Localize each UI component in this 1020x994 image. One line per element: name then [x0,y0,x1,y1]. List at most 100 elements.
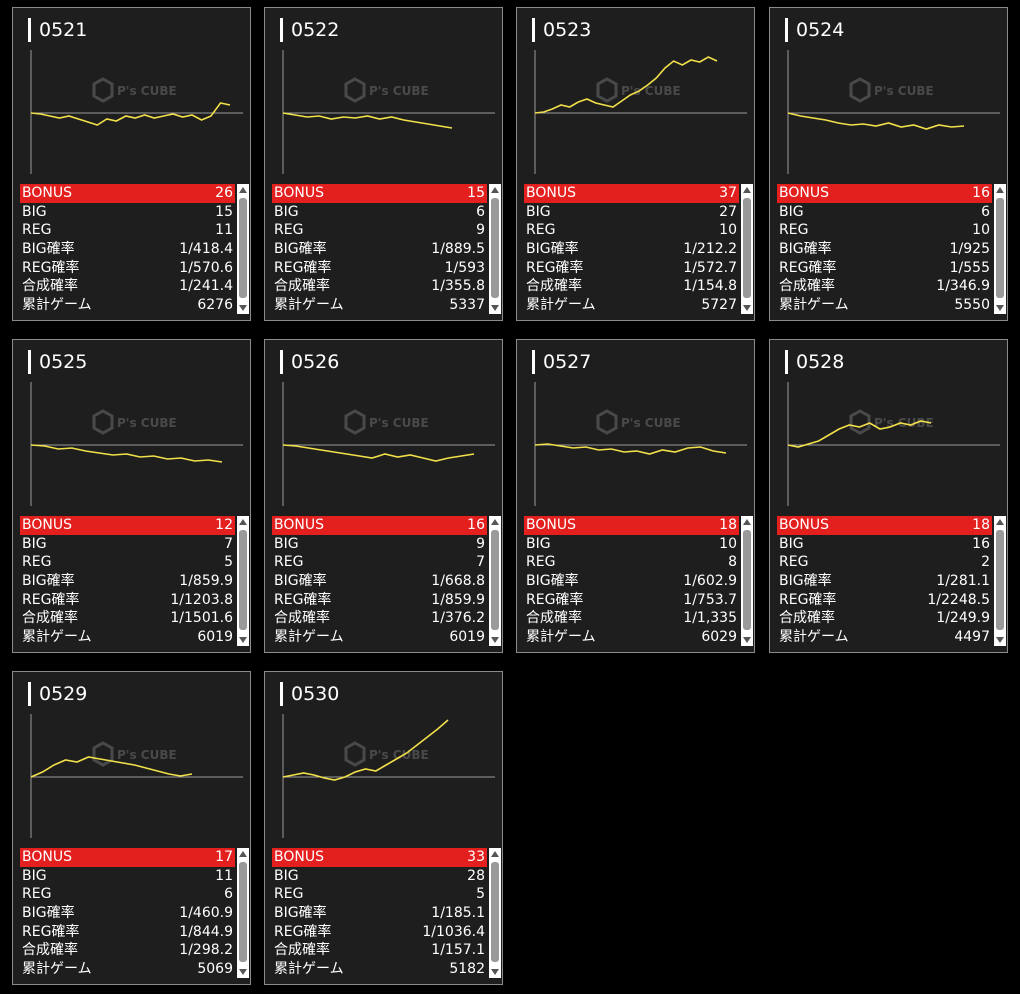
scroll-up-arrow-icon[interactable] [743,187,751,193]
stat-label: BIG確率 [274,573,327,590]
stats-table: BONUS 12 BIG 7 REG 5 BIG確率 1/859.9 REG確率 1/1203.8… [20,516,235,647]
stat-label: 累計ゲーム [526,629,596,646]
scroll-up-arrow-icon[interactable] [239,519,247,525]
stat-label: 合成確率 [22,610,78,627]
stat-row-games: 累計ゲーム 6276 [20,296,235,315]
scroll-thumb[interactable] [996,198,1004,298]
stat-value: 17 [215,849,233,865]
stat-label: 累計ゲーム [779,297,849,314]
stats-table: BONUS 17 BIG 11 REG 6 BIG確率 1/460.9 REG確率 1/844.9… [20,848,235,979]
scroll-thumb[interactable] [239,862,247,962]
watermark-brand: P's CUBE [369,748,429,762]
stat-value: 1/602.9 [683,573,737,590]
stat-label: 合成確率 [274,942,330,959]
data-card: 0522 P's CUBE BONUS 15 BIG 6 REG 9 BIG確率 1/889.5 R… [264,7,503,321]
scroll-up-arrow-icon[interactable] [239,187,247,193]
stat-row-total-rate: 合成確率 1/355.8 [272,277,487,296]
scroll-thumb[interactable] [491,198,499,298]
scroll-down-arrow-icon[interactable] [996,305,1004,311]
watermark-brand: P's CUBE [369,416,429,430]
stat-row-games: 累計ゲーム 5727 [524,296,739,315]
stat-label: REG [274,886,304,903]
stat-row-total-rate: 合成確率 1/1,335 [524,609,739,628]
card-title: 0522 [280,17,339,43]
title-marker [280,18,283,42]
stat-value: 26 [215,185,233,201]
scroll-down-arrow-icon[interactable] [239,637,247,643]
scroll-thumb[interactable] [491,862,499,962]
scroll-down-arrow-icon[interactable] [743,637,751,643]
stat-row-big-rate: BIG確率 1/889.5 [272,240,487,259]
watermark-brand: P's CUBE [621,416,681,430]
scrollbar[interactable] [994,516,1006,646]
scroll-down-arrow-icon[interactable] [491,969,499,975]
stat-label: REG確率 [779,591,837,608]
stat-row-total-rate: 合成確率 1/298.2 [20,941,235,960]
stat-label: 合成確率 [22,278,78,295]
stat-row-games: 累計ゲーム 5182 [272,960,487,979]
scroll-thumb[interactable] [491,530,499,630]
stat-label: 累計ゲーム [22,961,92,978]
scroll-down-arrow-icon[interactable] [491,305,499,311]
scroll-up-arrow-icon[interactable] [491,187,499,193]
scroll-down-arrow-icon[interactable] [491,637,499,643]
stat-row-reg: REG 5 [20,553,235,572]
scrollbar[interactable] [237,848,249,978]
scroll-up-arrow-icon[interactable] [239,851,247,857]
stats-table: BONUS 37 BIG 27 REG 10 BIG確率 1/212.2 REG確率 1/572.… [524,184,739,315]
stat-row-total-rate: 合成確率 1/376.2 [272,609,487,628]
scroll-down-arrow-icon[interactable] [239,969,247,975]
scroll-up-arrow-icon[interactable] [996,519,1004,525]
slump-graph: P's CUBE [282,714,495,838]
scroll-down-arrow-icon[interactable] [743,305,751,311]
stats-table: BONUS 15 BIG 6 REG 9 BIG確率 1/889.5 REG確率 1/593 合成確… [272,184,487,315]
stat-value: 5727 [701,297,737,314]
cube-logo-icon: P's CUBE [92,409,177,435]
scroll-down-arrow-icon[interactable] [996,637,1004,643]
slump-graph: P's CUBE [282,382,495,506]
scroll-up-arrow-icon[interactable] [491,851,499,857]
stat-row-big-rate: BIG確率 1/418.4 [20,240,235,259]
scroll-thumb[interactable] [743,198,751,298]
stat-label: BONUS [274,517,324,533]
stat-value: 10 [972,222,990,239]
scrollbar[interactable] [489,516,501,646]
slump-graph: P's CUBE [787,382,1000,506]
stat-row-reg-rate: REG確率 1/570.6 [20,259,235,278]
scroll-thumb[interactable] [239,198,247,298]
stat-value: 5337 [449,297,485,314]
card-date: 0529 [39,683,88,705]
scroll-up-arrow-icon[interactable] [491,519,499,525]
scrollbar[interactable] [489,848,501,978]
cube-logo-icon: P's CUBE [596,77,681,103]
scrollbar[interactable] [237,184,249,314]
scrollbar[interactable] [237,516,249,646]
scroll-up-arrow-icon[interactable] [996,187,1004,193]
stat-label: BIG [274,535,299,552]
stat-row-reg-rate: REG確率 1/1036.4 [272,923,487,942]
stat-label: 累計ゲーム [274,297,344,314]
scrollbar[interactable] [741,516,753,646]
stat-row-big-rate: BIG確率 1/281.1 [777,572,992,591]
slump-line [30,444,223,463]
bonus-row: BONUS 16 [777,184,992,203]
scroll-thumb[interactable] [743,530,751,630]
scroll-down-arrow-icon[interactable] [239,305,247,311]
stat-row-reg: REG 8 [524,553,739,572]
scrollbar[interactable] [741,184,753,314]
card-date: 0526 [291,351,340,373]
stat-row-reg: REG 6 [20,885,235,904]
stat-value: 15 [215,203,233,220]
stat-value: 6 [224,886,233,903]
scroll-thumb[interactable] [996,530,1004,630]
slump-line [787,420,932,448]
scrollbar[interactable] [994,184,1006,314]
title-marker [785,350,788,374]
stat-label: BIG [22,535,47,552]
scroll-thumb[interactable] [239,530,247,630]
scroll-up-arrow-icon[interactable] [743,519,751,525]
scrollbar[interactable] [489,184,501,314]
stat-value: 1/281.1 [936,573,990,590]
stat-value: 1/157.1 [431,942,485,959]
stats-table: BONUS 18 BIG 16 REG 2 BIG確率 1/281.1 REG確率 1/2248.… [777,516,992,647]
